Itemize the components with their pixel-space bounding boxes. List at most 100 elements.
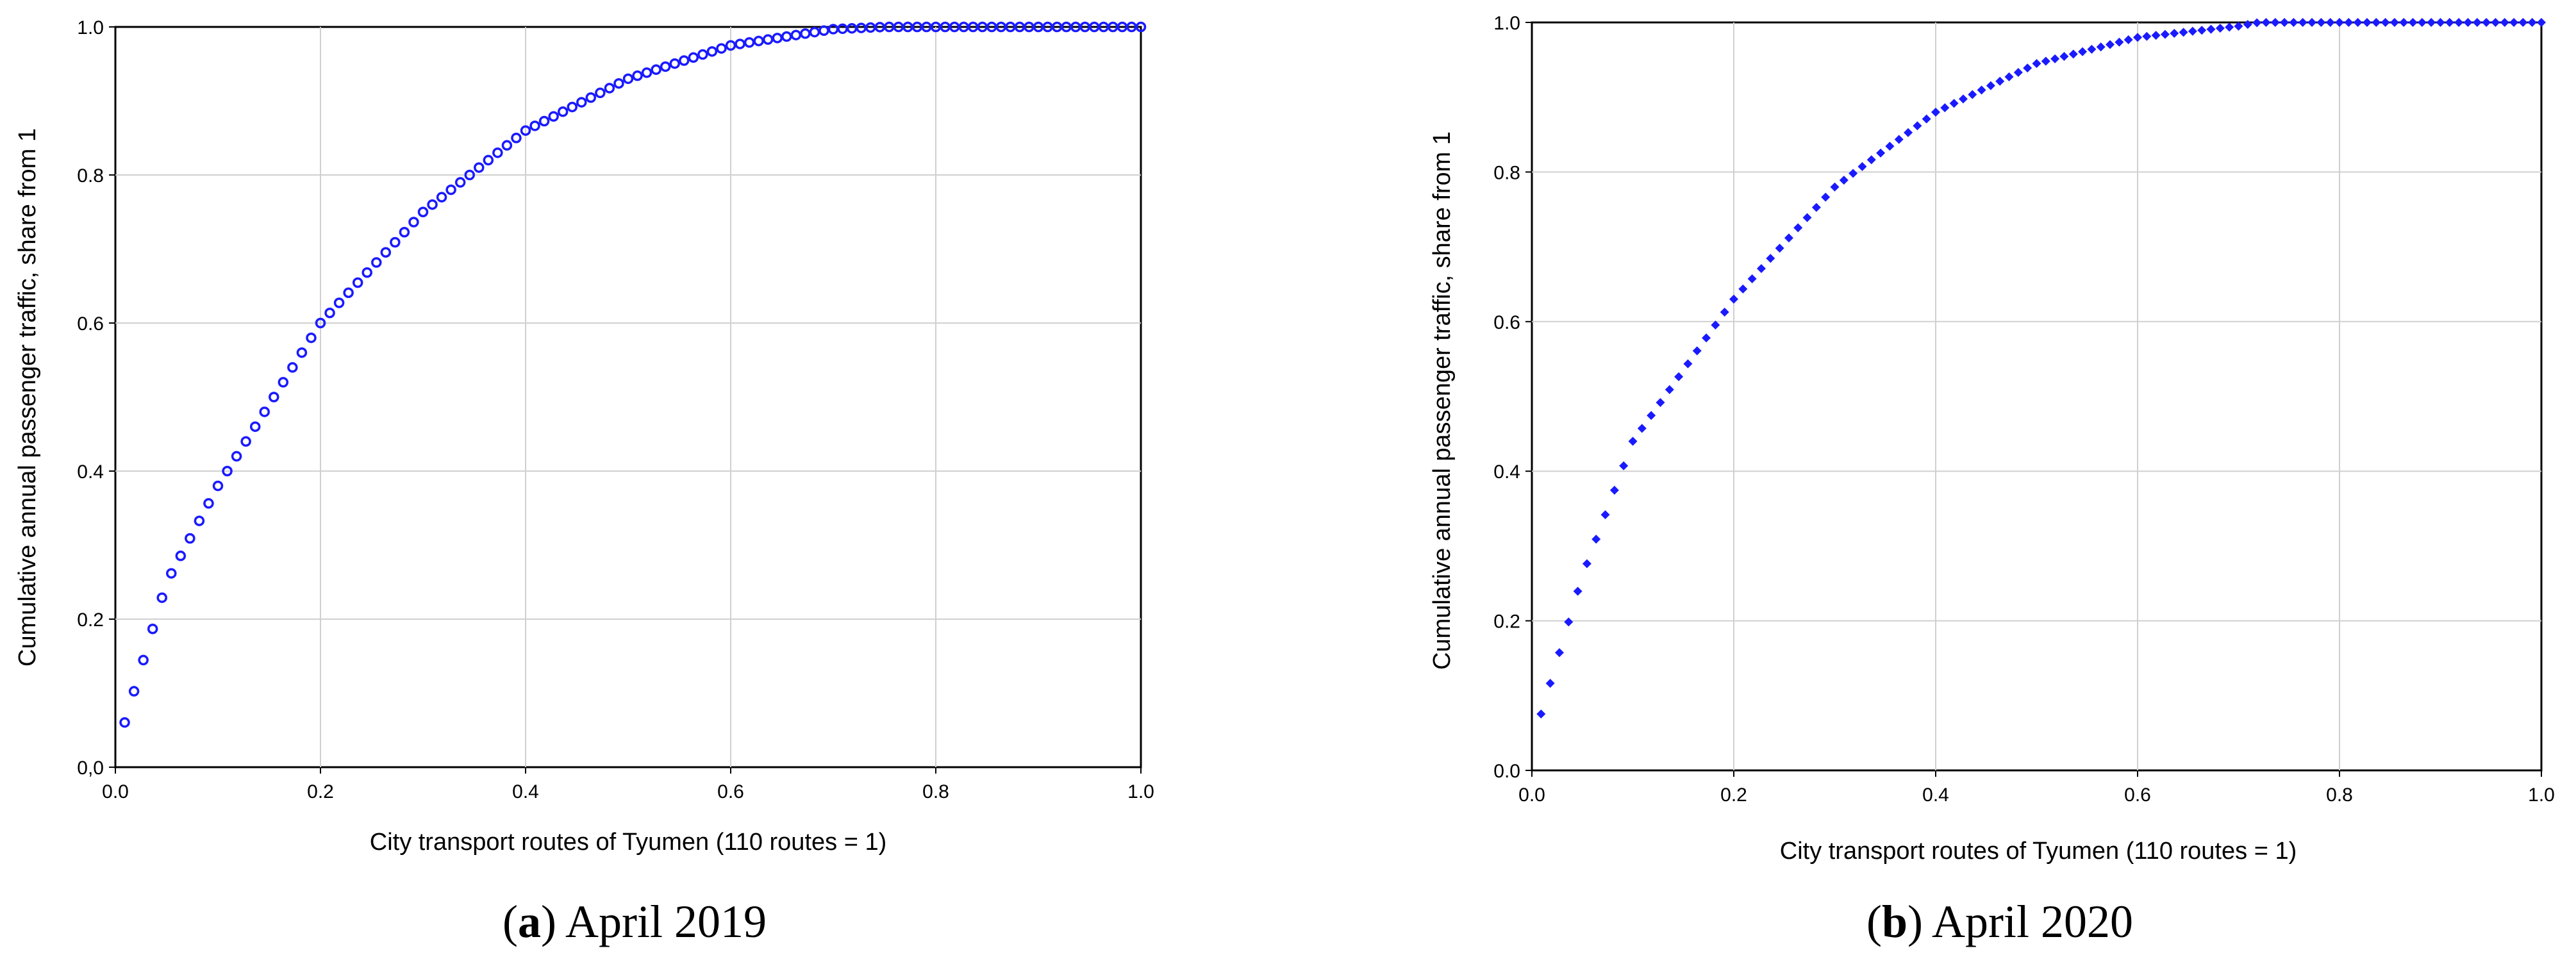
data-point — [1564, 617, 1574, 627]
data-point — [390, 237, 401, 248]
data-point — [2013, 67, 2023, 77]
chart-panel-a: 0.0 0.2 0.4 0.6 0.8 1.0 0,0 0.2 0.4 0.6 0.8 1.0 Ci… — [14, 17, 1154, 947]
data-point — [781, 31, 792, 42]
data-point — [595, 87, 606, 99]
x-tick-label: 0.8 — [922, 781, 949, 802]
x-tick-label: 0.8 — [2326, 784, 2353, 806]
data-point — [1931, 108, 1940, 117]
gridlines — [1525, 22, 2542, 777]
data-point — [1545, 679, 1555, 688]
data-point — [287, 362, 298, 373]
data-point — [2372, 18, 2381, 27]
data-point — [2399, 18, 2409, 27]
data-point — [1922, 114, 1931, 124]
data-point — [2417, 18, 2427, 27]
data-point — [2234, 21, 2243, 31]
data-point — [2106, 40, 2115, 49]
data-point — [641, 67, 652, 78]
data-point — [2123, 35, 2133, 45]
data-point — [688, 52, 699, 63]
data-point — [371, 257, 382, 268]
data-point — [2325, 18, 2335, 27]
caption-letter: b — [1882, 896, 1907, 947]
data-point — [1977, 85, 1986, 95]
x-tick-labels: 0.0 0.2 0.4 0.6 0.8 1.0 — [1518, 784, 2555, 806]
data-point — [725, 40, 736, 51]
data-point — [2252, 18, 2262, 28]
data-point — [651, 64, 661, 75]
data-point — [1665, 385, 1674, 394]
data-point — [576, 97, 587, 108]
data-point — [1766, 254, 1775, 263]
data-point — [2445, 18, 2454, 27]
data-point — [800, 28, 811, 39]
data-point — [1702, 333, 1711, 343]
data-point — [2032, 59, 2041, 69]
data-point — [128, 686, 140, 697]
data-point — [2004, 72, 2014, 81]
data-point — [1729, 294, 1738, 304]
data-point — [1949, 99, 1959, 108]
data-point — [222, 465, 233, 477]
data-point — [194, 515, 205, 526]
data-point — [1876, 148, 1886, 158]
y-tick-label: 0,0 — [77, 758, 104, 779]
data-point — [1821, 192, 1831, 202]
data-point — [1747, 274, 1757, 283]
data-point — [706, 46, 718, 57]
data-point — [1775, 244, 1784, 253]
data-points — [119, 21, 1147, 728]
data-point — [735, 38, 745, 49]
y-tick-labels: 0,0 0.2 0.4 0.6 0.8 1.0 — [77, 17, 104, 779]
data-point — [427, 199, 438, 210]
y-tick-labels: 0.0 0.2 0.4 0.6 0.8 1.0 — [1493, 13, 1520, 782]
data-point — [1637, 424, 1647, 433]
x-tick-label: 0.6 — [717, 781, 744, 802]
data-point — [2215, 24, 2225, 33]
y-tick-label: 0.2 — [1493, 611, 1520, 633]
data-point — [417, 206, 429, 217]
data-point — [501, 140, 513, 151]
data-point — [408, 217, 419, 228]
data-point — [2151, 31, 2161, 40]
data-point — [2316, 18, 2326, 27]
data-point — [1894, 135, 1904, 144]
x-tick-label: 0.4 — [512, 781, 539, 802]
data-point — [2298, 18, 2307, 27]
y-tick-label: 0.4 — [1493, 461, 1520, 483]
data-point — [1683, 359, 1693, 369]
data-point — [361, 267, 372, 278]
data-point — [753, 35, 764, 47]
data-point — [557, 106, 569, 117]
data-point — [1756, 264, 1766, 274]
data-point — [2050, 54, 2060, 63]
data-point — [529, 120, 540, 131]
data-point — [2518, 18, 2528, 27]
caption-letter: a — [518, 896, 541, 947]
data-point — [1793, 223, 1803, 233]
caption-a: (a) April 2019 — [503, 896, 767, 947]
data-point — [2289, 18, 2298, 27]
data-point — [1135, 21, 1147, 33]
data-point — [2537, 18, 2546, 27]
data-point — [2307, 18, 2317, 27]
data-point — [622, 73, 634, 85]
data-point — [269, 392, 279, 403]
data-point — [772, 33, 783, 44]
data-point — [2197, 26, 2207, 35]
data-point — [1582, 559, 1591, 568]
data-point — [819, 25, 829, 37]
x-tick-label: 0.4 — [1922, 784, 1949, 806]
plot-area — [114, 26, 1142, 768]
data-point — [2078, 47, 2088, 56]
data-point — [296, 347, 308, 358]
data-point — [2427, 18, 2436, 27]
data-point — [697, 49, 708, 60]
data-point — [474, 162, 485, 173]
data-point — [249, 421, 261, 432]
data-point — [2482, 18, 2491, 27]
data-point — [2344, 18, 2354, 27]
data-point — [1600, 510, 1610, 520]
data-point — [166, 568, 177, 579]
data-point — [548, 111, 559, 122]
